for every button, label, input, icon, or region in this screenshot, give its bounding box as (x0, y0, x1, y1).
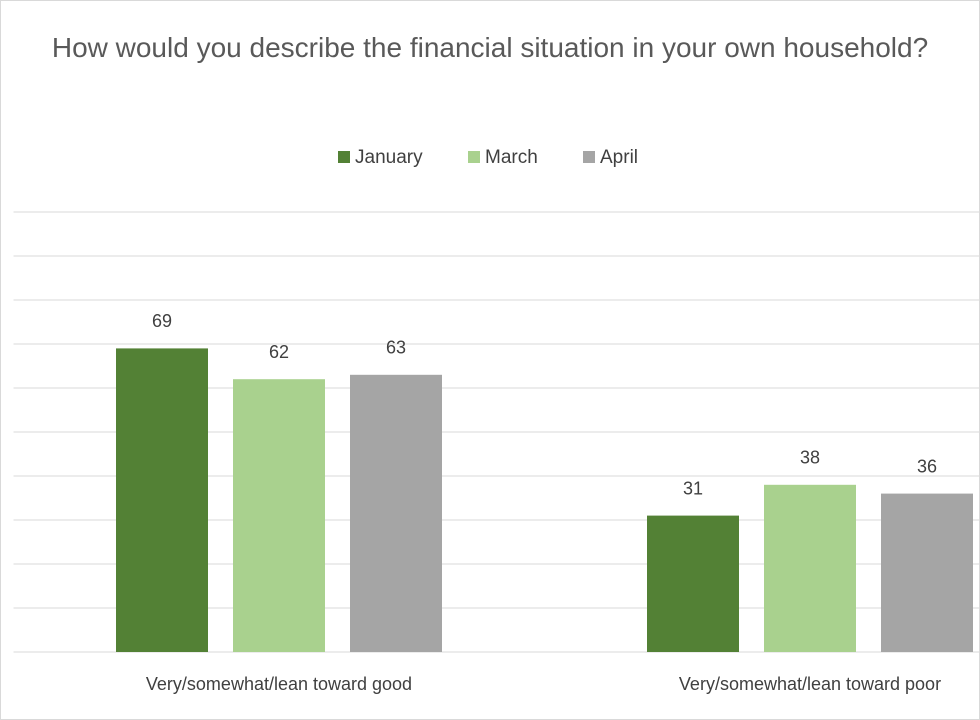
bar (647, 515, 739, 652)
legend-swatch (583, 151, 595, 163)
x-tick-label: Very/somewhat/lean toward good (146, 674, 412, 694)
bar (350, 374, 442, 652)
data-label: 36 (917, 456, 937, 476)
legend-label: April (600, 147, 638, 168)
bar (116, 348, 208, 652)
bar (764, 484, 856, 652)
legend-swatch (338, 151, 350, 163)
bar (881, 493, 973, 652)
bar (233, 379, 325, 652)
legend-swatch (468, 151, 480, 163)
x-tick-label: Very/somewhat/lean toward poor (679, 674, 941, 694)
data-label: 38 (800, 448, 820, 468)
legend-label: March (485, 147, 538, 168)
data-label: 62 (269, 342, 289, 362)
data-label: 63 (386, 338, 406, 358)
chart-title: How would you describe the financial sit… (51, 32, 929, 63)
legend-label: January (355, 147, 423, 168)
data-label: 69 (152, 311, 172, 331)
data-label: 31 (683, 478, 703, 498)
